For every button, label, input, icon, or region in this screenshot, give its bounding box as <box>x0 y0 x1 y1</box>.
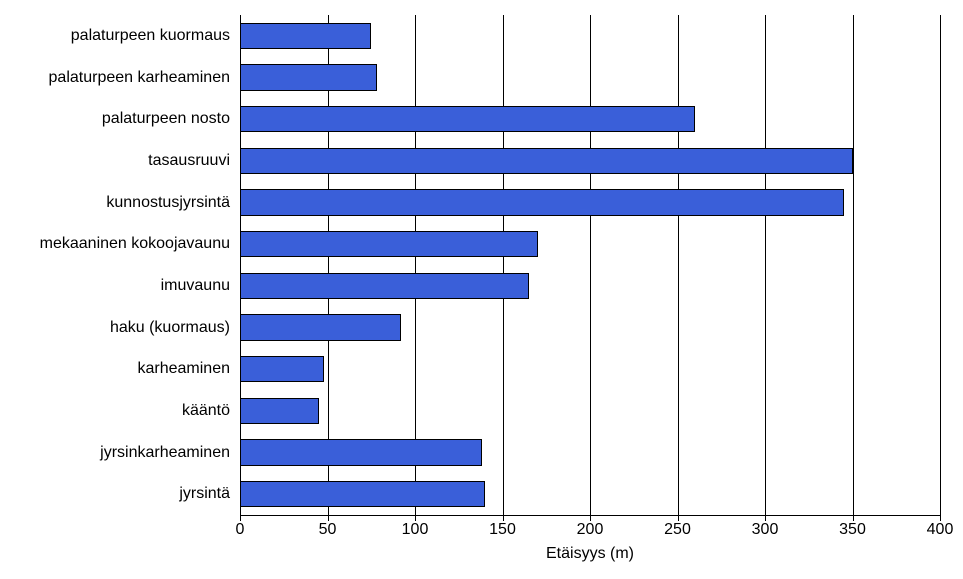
bar <box>240 481 485 507</box>
bar <box>240 106 695 132</box>
x-tick-label: 100 <box>402 521 429 539</box>
grid-line <box>765 15 766 515</box>
x-tick-label: 50 <box>319 521 337 539</box>
grid-line <box>940 15 941 515</box>
x-tick-label: 200 <box>577 521 604 539</box>
category-label: haku (kuormaus) <box>110 320 240 336</box>
category-label: kääntö <box>182 403 240 419</box>
grid-line <box>853 15 854 515</box>
bar <box>240 23 371 49</box>
category-label: jyrsintä <box>179 486 240 502</box>
category-label: palaturpeen nosto <box>102 111 240 127</box>
bar <box>240 356 324 382</box>
bar <box>240 148 853 174</box>
category-label: mekaaninen kokoojavaunu <box>40 236 240 252</box>
category-label: karheaminen <box>138 361 241 377</box>
x-axis-label: Etäisyys (m) <box>546 545 634 563</box>
x-tick-label: 250 <box>664 521 691 539</box>
bar <box>240 439 482 465</box>
bar <box>240 273 529 299</box>
grid-line <box>590 15 591 515</box>
bar <box>240 189 844 215</box>
x-tick-label: 350 <box>839 521 866 539</box>
category-label: jyrsinkarheaminen <box>100 445 240 461</box>
bar <box>240 398 319 424</box>
category-label: kunnostusjyrsintä <box>106 195 240 211</box>
x-tick-label: 300 <box>752 521 779 539</box>
grid-line <box>678 15 679 515</box>
category-label: palaturpeen kuormaus <box>71 28 240 44</box>
grid-line <box>503 15 504 515</box>
bar <box>240 314 401 340</box>
x-tick-label: 400 <box>927 521 954 539</box>
category-label: imuvaunu <box>161 278 240 294</box>
x-tick-label: 0 <box>236 521 245 539</box>
category-label: tasausruuvi <box>148 153 240 169</box>
x-tick-label: 150 <box>489 521 516 539</box>
plot-area: Etäisyys (m) 050100150200250300350400pal… <box>240 15 940 516</box>
category-label: palaturpeen karheaminen <box>49 70 240 86</box>
chart-container: Etäisyys (m) 0 50 100 150 200 250 300 350 400 pal… <box>0 0 963 579</box>
bar <box>240 64 377 90</box>
bar <box>240 231 538 257</box>
